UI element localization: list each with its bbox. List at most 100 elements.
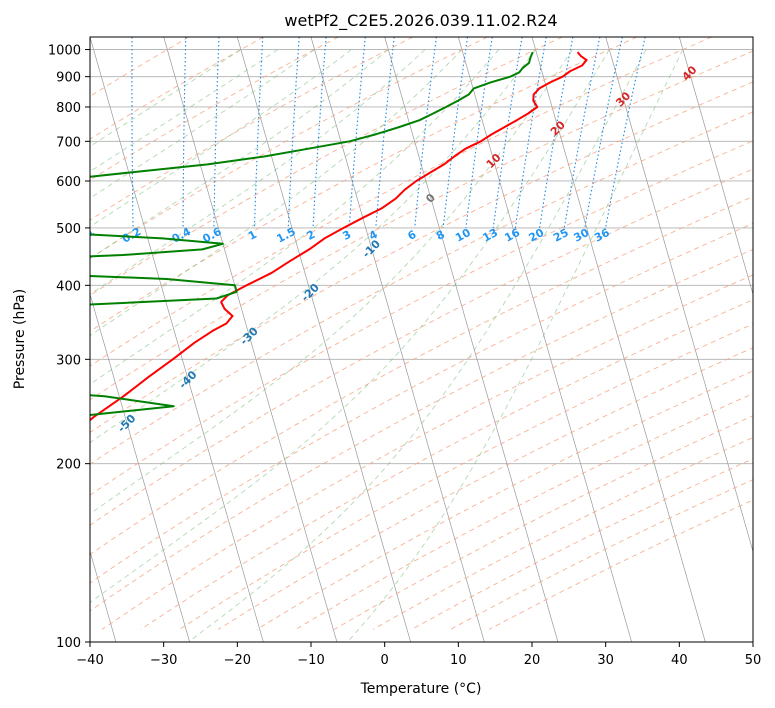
dry-adiabat-line [90, 140, 753, 496]
mixing-ratio-line [492, 37, 523, 228]
mixing-ratio-line [348, 37, 366, 228]
chart-title: wetPf2_C2E5.2026.039.11.02.R24 [284, 11, 557, 31]
moist-adiabat-line [90, 49, 389, 260]
isotherm-line [605, 37, 753, 553]
x-tick-label: 40 [671, 653, 688, 668]
isotherm-line [531, 37, 706, 642]
dry-adiabat-line [90, 81, 753, 434]
mixing-ratio-label: 30 [572, 226, 592, 245]
isotherm-label: -50 [115, 412, 138, 435]
dewpoint-profile-line [90, 51, 534, 416]
mixing-ratio-label: 36 [592, 226, 612, 245]
isotherm-label: 30 [613, 89, 633, 109]
axis-ticks: −40 −30 −20 −10 0 10 20 30 40 5010020030040050060… [48, 44, 761, 668]
x-tick-label: −30 [150, 653, 177, 668]
moist-adiabat-line [347, 49, 684, 642]
x-tick-label: 30 [597, 653, 614, 668]
isotherm-line [236, 37, 411, 642]
isotherm-line [90, 292, 190, 642]
dry-adiabat-line [90, 196, 753, 556]
isotherm-line [163, 37, 338, 642]
isotherm-line [457, 37, 632, 642]
moist-adiabat-line [90, 49, 426, 295]
x-tick-label: 10 [450, 653, 467, 668]
dry-adiabat-line [90, 37, 414, 221]
mixing-ratio-label: 10 [453, 226, 473, 245]
isotherm-line [310, 37, 485, 642]
moist-adiabat-line [90, 49, 279, 173]
dry-adiabat-line [90, 50, 753, 401]
x-axis-label: Temperature (°C) [360, 681, 482, 697]
isotherm-label: -40 [176, 368, 199, 391]
dry-adiabat-line [90, 248, 753, 612]
dry-adiabat-line [90, 111, 753, 465]
dry-adiabat-line [217, 347, 753, 630]
mixing-ratio-line [375, 37, 395, 228]
moist-adiabat-line [90, 49, 315, 199]
isotherm-label: 40 [680, 63, 700, 83]
mixing-ratio-line [442, 37, 469, 228]
mixing-ratio-line [514, 37, 547, 228]
y-tick-label: 800 [56, 101, 81, 116]
y-tick-label: 500 [56, 222, 81, 237]
dry-adiabat-line [90, 37, 488, 259]
x-tick-label: 0 [381, 653, 389, 668]
y-tick-label: 700 [56, 135, 81, 150]
y-tick-label: 400 [56, 279, 81, 294]
mixing-ratio-label: 3 [340, 228, 353, 243]
mixing-ratio-line [584, 37, 623, 228]
moist-adiabat-line [90, 49, 536, 444]
profile-lines [90, 51, 588, 422]
moist-adiabat-line [90, 49, 463, 337]
isotherm-label: -10 [360, 237, 383, 260]
isotherm-label: 10 [484, 151, 504, 171]
isotherm-line [90, 550, 117, 642]
mixing-ratio-line [414, 37, 437, 228]
x-tick-label: 50 [745, 653, 762, 668]
isotherm-label: -20 [299, 281, 322, 304]
isotherm-label: -70 [0, 499, 16, 522]
isotherm-line [384, 37, 559, 642]
y-tick-label: 1000 [48, 44, 81, 59]
dry-adiabat-line [90, 37, 190, 97]
moist-adiabat-line [188, 49, 647, 642]
x-tick-label: −10 [297, 653, 324, 668]
dry-adiabat-line [488, 499, 753, 630]
y-axis-label: Pressure (hPa) [12, 289, 28, 389]
plot-frame [89, 36, 754, 643]
isotherm-label: 0 [423, 191, 438, 206]
dry-adiabat-line [90, 168, 753, 526]
moist-adiabat-line [90, 49, 352, 228]
dry-adiabat-line [90, 37, 563, 296]
dry-adiabat-line [411, 458, 753, 630]
moist-adiabat-line [90, 49, 573, 515]
mixing-ratio-line [253, 37, 264, 228]
y-tick-label: 100 [56, 636, 81, 651]
mixing-ratio-label: 25 [551, 226, 571, 245]
y-tick-label: 300 [56, 353, 81, 368]
x-tick-label: −20 [224, 653, 251, 668]
y-tick-label: 900 [56, 71, 81, 86]
mixing-ratio-label: 13 [480, 226, 500, 245]
moist-adiabat-line [90, 49, 610, 604]
dry-adiabat-line [256, 370, 753, 630]
mixing-ratio-line [563, 37, 601, 228]
isotherm-line [752, 37, 753, 39]
mixing-ratio-line [605, 37, 646, 228]
dry-adiabat-line [140, 299, 753, 630]
dry-adiabat-line [372, 436, 753, 630]
isotherm-label: 20 [548, 118, 568, 138]
dry-adiabat-line [101, 274, 753, 630]
moist-adiabat-line [90, 49, 500, 385]
y-tick-label: 200 [56, 458, 81, 473]
y-tick-label: 600 [56, 175, 81, 190]
mixing-ratio-label: 16 [502, 226, 522, 245]
dry-adiabat-line [90, 37, 638, 332]
dry-adiabat-line [450, 479, 753, 630]
x-tick-label: 20 [524, 653, 541, 668]
mixing-ratio-line [465, 37, 493, 228]
mixing-ratio-label: 1 [246, 228, 259, 243]
isotherm-line [678, 37, 753, 296]
mixing-ratio-label: 8 [434, 228, 447, 243]
